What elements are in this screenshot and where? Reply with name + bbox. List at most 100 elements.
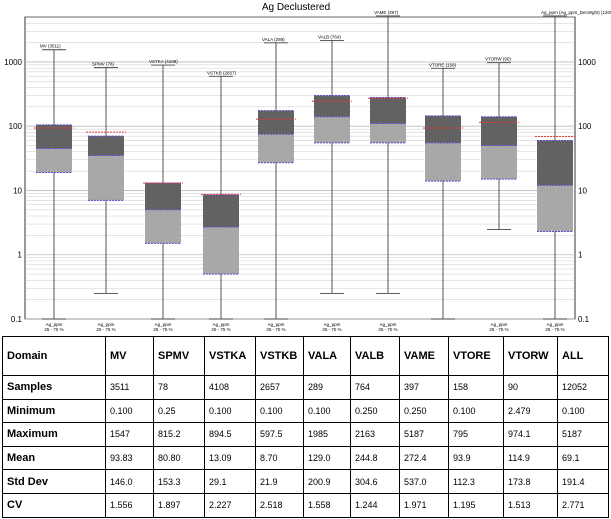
- box-lower: [145, 209, 181, 244]
- column-header: VALB: [350, 336, 400, 376]
- box-lower: [36, 148, 72, 173]
- table-cell: 191.4: [557, 469, 609, 494]
- box-label: VSTKB (2657): [207, 70, 237, 75]
- table-row: Std Dev 146.0 153.3 29.1 21.9 200.9 304.6 537.0…: [2, 469, 609, 494]
- statistics-table: Domain MV SPMV VSTKA VSTKB VALA VALB VAME VTORE…: [2, 336, 609, 518]
- row-label: Minimum: [2, 398, 106, 424]
- table-cell: 2.479: [503, 398, 558, 424]
- table-header-row: Domain MV SPMV VSTKA VSTKB VALA VALB VAME VTORE…: [2, 336, 609, 376]
- table-cell: 93.9: [448, 445, 504, 471]
- y-tick-label-right: 100: [578, 122, 592, 131]
- box-bottom-sub: 25 - 75 %: [44, 327, 63, 332]
- table-cell: 5187: [557, 422, 609, 447]
- table-cell: 2657: [255, 375, 304, 400]
- table-cell: 1.513: [503, 492, 558, 518]
- table-cell: 29.1: [204, 469, 256, 494]
- column-header: MV: [105, 336, 154, 376]
- box-bottom-sub: 25 - 75 %: [266, 327, 285, 332]
- table-cell: 0.100: [204, 398, 256, 424]
- table-cell: 173.8: [503, 469, 558, 494]
- table-cell: 8.70: [255, 445, 304, 471]
- table-cell: 129.0: [303, 445, 351, 471]
- box-bottom-label: Ag_ppm: [491, 322, 508, 327]
- box-lower: [314, 116, 350, 143]
- row-label: Samples: [2, 375, 106, 400]
- box-8: VTORE (158): [423, 62, 463, 320]
- table-cell: 200.9: [303, 469, 351, 494]
- column-header: VALA: [303, 336, 351, 376]
- table-cell: 894.5: [204, 422, 256, 447]
- table-cell: 3511: [105, 375, 154, 400]
- table-cell: 4108: [204, 375, 256, 400]
- table-cell: 93.83: [105, 445, 154, 471]
- y-tick-label-left: 1: [18, 251, 23, 260]
- table-cell: 153.3: [153, 469, 205, 494]
- column-header: VSTKA: [204, 336, 256, 376]
- box-bottom-label: Ag_ppm: [380, 322, 397, 327]
- table-cell: 1.195: [448, 492, 504, 518]
- box-bottom-label: Ag_ppm: [268, 322, 285, 327]
- box-bottom-sub: 25 - 75 %: [378, 327, 397, 332]
- table-cell: 537.0: [399, 469, 449, 494]
- y-tick-label-left: 0.1: [11, 315, 23, 324]
- table-cell: 2.771: [557, 492, 609, 518]
- box-bottom-sub: 25 - 75 %: [211, 327, 230, 332]
- table-cell: 0.100: [255, 398, 304, 424]
- box-bottom-sub: 25 - 75 %: [153, 327, 172, 332]
- column-header: VTORE: [448, 336, 504, 376]
- column-header: ALL: [557, 336, 609, 376]
- table-row: Mean 93.83 80.80 13.09 8.70 129.0 244.8 272.4 93…: [2, 445, 609, 471]
- table-cell: 1.971: [399, 492, 449, 518]
- box-upper: [145, 183, 181, 210]
- table-row: CV 1.556 1.897 2.227 2.518 1.558 1.244 1.971 1.1…: [2, 492, 609, 518]
- table-cell: 13.09: [204, 445, 256, 471]
- table-cell: 1.244: [350, 492, 400, 518]
- box-bottom-label: Ag_ppm: [98, 322, 115, 327]
- column-header: VAME: [399, 336, 449, 376]
- row-label: CV: [2, 492, 106, 518]
- row-label: Mean: [2, 445, 106, 471]
- table-row: Maximum 1547 815.2 894.5 597.5 1985 2163 5187 79…: [2, 422, 609, 447]
- table-cell: 90: [503, 375, 558, 400]
- table-cell: 114.9: [503, 445, 558, 471]
- row-label: Maximum: [2, 422, 106, 447]
- table-cell: 0.100: [105, 398, 154, 424]
- box-upper: [258, 110, 294, 135]
- table-cell: 272.4: [399, 445, 449, 471]
- box-bottom-label: Ag_ppm: [324, 322, 341, 327]
- box-upper: [370, 97, 406, 124]
- table-row: Minimum 0.100 0.25 0.100 0.100 0.100 0.250 0.25…: [2, 398, 609, 424]
- table-cell: 289: [303, 375, 351, 400]
- box-upper: [203, 194, 239, 228]
- box-lower: [203, 227, 239, 275]
- box-bottom-sub: 25 - 75 %: [545, 327, 564, 332]
- table-cell: 0.100: [303, 398, 351, 424]
- box-lower: [258, 134, 294, 163]
- table-cell: 69.1: [557, 445, 609, 471]
- box-bottom-sub: 25 - 75 %: [489, 327, 508, 332]
- y-tick-label-right: 10: [578, 186, 587, 195]
- column-header: VTORW: [503, 336, 558, 376]
- table-cell: 764: [350, 375, 400, 400]
- table-cell: 80.80: [153, 445, 205, 471]
- box-label: VTORW (90): [485, 57, 511, 62]
- box-upper: [88, 136, 124, 156]
- table-cell: 0.25: [153, 398, 205, 424]
- box-lower: [370, 123, 406, 143]
- box-upper: [481, 116, 517, 146]
- table-cell: 397: [399, 375, 449, 400]
- y-tick-label-right: 1000: [578, 58, 596, 67]
- table-cell: 146.0: [105, 469, 154, 494]
- box-label: Ag_ppm (Ag_ppm_DecWght) (12052): [541, 10, 611, 15]
- table-cell: 795: [448, 422, 504, 447]
- table-cell: 2.518: [255, 492, 304, 518]
- table-cell: 112.3: [448, 469, 504, 494]
- table-cell: 597.5: [255, 422, 304, 447]
